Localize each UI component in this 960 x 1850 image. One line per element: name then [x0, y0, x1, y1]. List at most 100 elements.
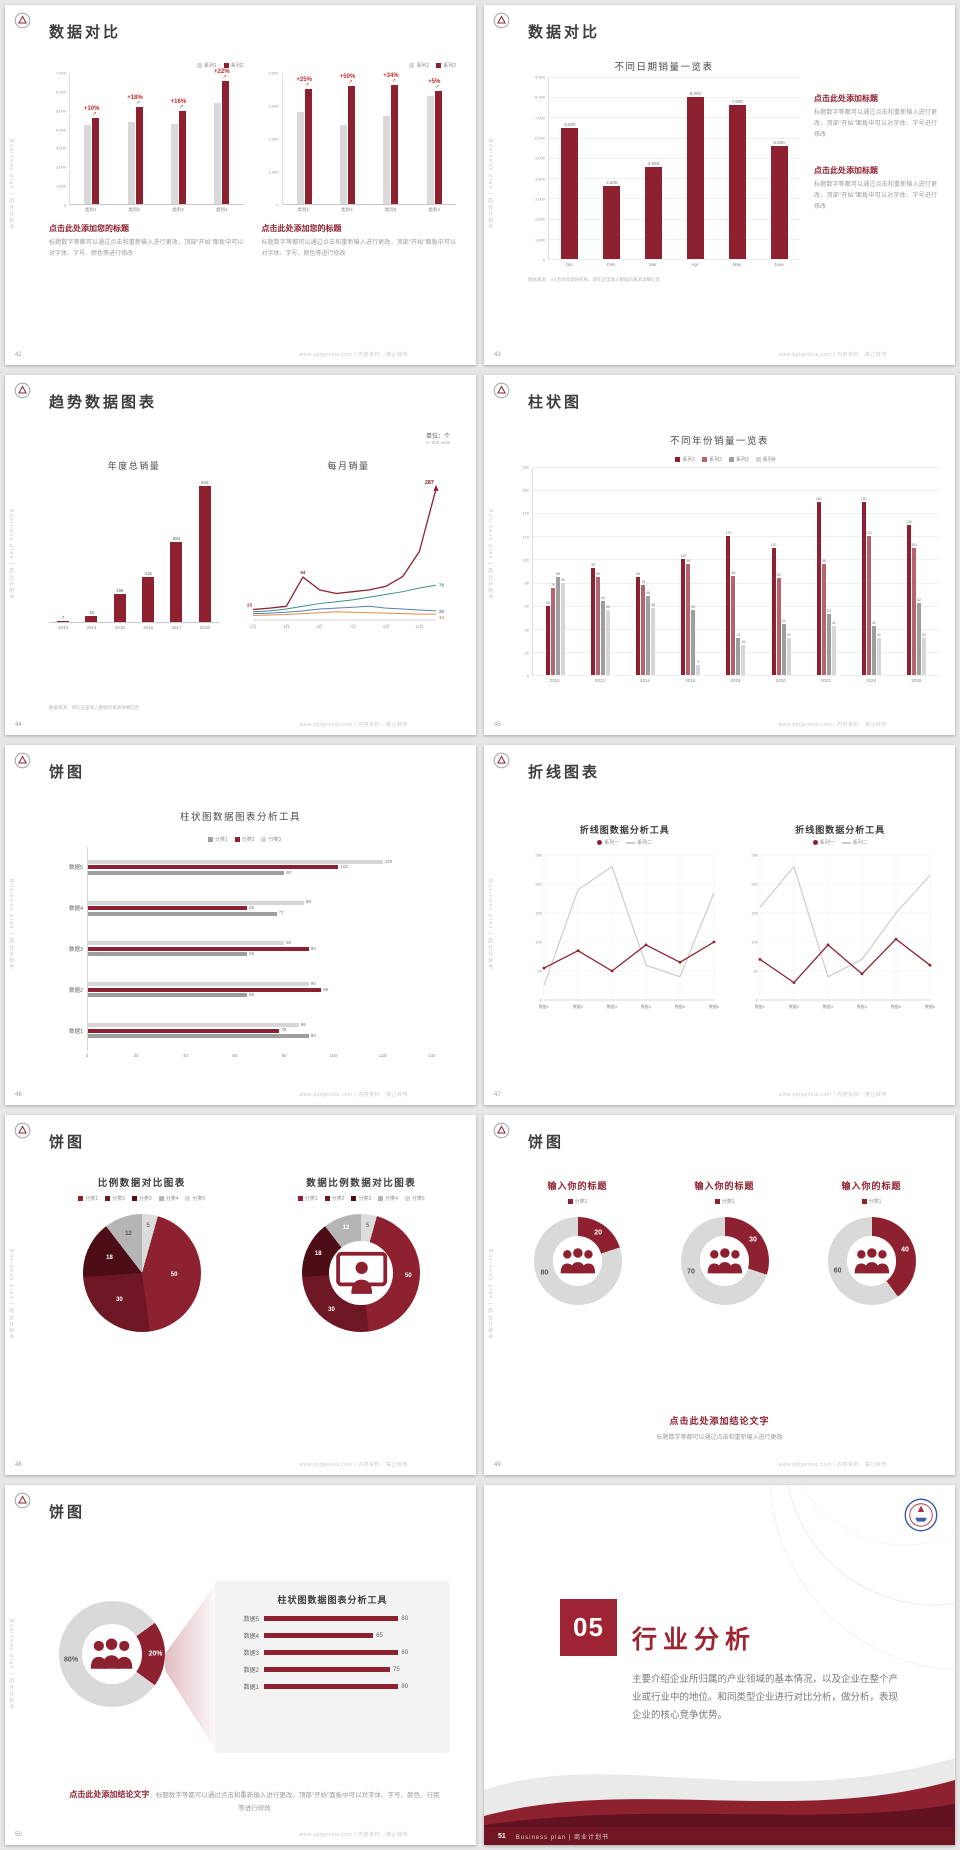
bar-value: 93: [591, 562, 596, 567]
bar: [87, 987, 322, 992]
bar-value: 110: [911, 542, 917, 547]
y-tick-label: 1,000: [268, 169, 279, 175]
footer-site-text: www.pptgensia.com | 内容资料 · 禁止转传: [299, 722, 408, 728]
data-source-note: 数据来源：请在这里填入数据的来源详细信息: [49, 705, 139, 710]
slide-title: 饼图: [49, 764, 86, 781]
grid-line: [533, 628, 939, 630]
block-body: 标题数字等都可以通过点击和重新输入进行更改，顶部“开始”面板中可以对字体、字号进…: [814, 110, 937, 139]
y-tick-label: 8,000: [534, 94, 545, 100]
point-label: 287: [425, 480, 434, 486]
slice-label: 40: [901, 1246, 909, 1254]
bar: [178, 110, 186, 204]
x-axis: 2013 2014 2015 2016 2017 2018: [49, 623, 219, 630]
legend-marker-icon: [297, 1196, 303, 1201]
y-tick-label: 1,000: [534, 237, 545, 243]
bar: 56: [691, 605, 696, 675]
panel-title: 柱状图数据图表分析工具: [277, 1595, 388, 1605]
slide-title: 趋势数据图表: [49, 394, 158, 411]
bar: [87, 906, 248, 911]
legend-marker-icon: [207, 837, 213, 842]
x-axis-label: 数据5: [675, 1003, 686, 1009]
slide-51[interactable]: 05 行业分析 主要介绍企业所归属的产业领域的基本情况，以及企业在整个产业或行业…: [484, 1485, 955, 1845]
grid-line: [533, 467, 939, 468]
bar-group: 100 96 56 9: [680, 467, 701, 675]
sidebar-vertical-label: Business plan | 商业计划书: [8, 879, 14, 971]
bar: 96: [686, 559, 691, 675]
y-tick-label: 100: [522, 557, 529, 563]
slide-47[interactable]: Business plan | 商业计划书 折线图表 折线图数据分析工具 系列一…: [484, 745, 955, 1105]
line-plot: 1月 3月 5月 7月 9月 11月 23 94 287 76 2013: [247, 480, 445, 629]
pie-wrap: 5 50 30 18 12: [265, 1214, 459, 1332]
legend-item: 分类3: [261, 836, 281, 843]
bar: 85: [596, 572, 601, 675]
y-axis: 4,000 3,000 2,000 1,000 0: [262, 71, 282, 208]
chart-title: 比例数据对比图表: [97, 1178, 186, 1189]
bar-group: 93 85 64 56: [591, 467, 611, 675]
slide-42[interactable]: Business plan | 商业计划书 数据对比 系列1 系列2 7,000 6,…: [5, 5, 476, 365]
bar-group: 150 96 53 42: [816, 467, 836, 675]
line-series: [252, 488, 437, 611]
legend-item: 系列二: [841, 839, 868, 846]
bar: 196: [113, 588, 126, 622]
legend-marker-icon: [234, 837, 240, 842]
slide-43[interactable]: Business plan | 商业计划书 数据对比 不同日期销量一览表 9,0…: [484, 5, 955, 365]
percent-annotation: +16%: [170, 98, 187, 105]
bar-stack: 88 65 77: [87, 900, 432, 916]
bar: 85: [556, 572, 561, 675]
triangle-logo-icon: [14, 382, 31, 399]
legend-marker-icon: [729, 457, 734, 462]
people-icon: [59, 1601, 165, 1707]
donut-hole: [552, 1236, 603, 1286]
bar-value: 65: [249, 904, 255, 910]
slide-44[interactable]: Business plan | 商业计划书 趋势数据图表 单位：个 in '00…: [5, 375, 476, 735]
bar-line: 65: [87, 952, 432, 957]
bar-track: 80: [264, 1650, 432, 1656]
bar-value: 56: [691, 605, 696, 610]
slide-49[interactable]: Business plan | 商业计划书 饼图 输入你的标题 分类1 20 80…: [484, 1115, 955, 1475]
legend-label: 系列一: [819, 840, 835, 846]
panel-bars: 数据5 80 数据4 65 数据3 80 数据2 75 数据1 80: [233, 1614, 432, 1692]
slide-logo-icon: [14, 1492, 31, 1509]
legend-item: 分类1: [714, 1198, 734, 1205]
slide-logo-icon: [493, 752, 510, 769]
legend-marker-icon: [78, 1196, 84, 1201]
bar-value: 88: [305, 899, 311, 905]
bar-value: 75: [393, 1666, 400, 1673]
x-axis-label: 2014: [86, 625, 97, 630]
bar-value: 90: [310, 945, 316, 951]
legend-item: 分类1: [78, 1195, 98, 1202]
legend-marker-icon: [196, 63, 202, 68]
legend-marker-icon: [378, 1196, 384, 1201]
block-body: 标题数字等都可以通过点击和重新输入进行更改，顶部“开始”面板中可以对字体、字号、…: [261, 240, 457, 258]
bar-group: 45: [85, 478, 98, 622]
slice-label: 18: [314, 1250, 322, 1257]
x-axis-label: 数据2: [573, 1003, 584, 1009]
triangle-logo-icon: [14, 12, 31, 29]
bar-value: 32: [786, 633, 791, 638]
bar: [348, 86, 356, 204]
slice-label: 5: [146, 1223, 150, 1230]
bar-value: 78: [641, 579, 646, 584]
legend-item: 系列4: [755, 456, 776, 463]
bar-value: 65: [376, 1632, 383, 1639]
line-chart: 系列一 系列二 250 200 150 100 50 0 数据1 数据2 数据3 数据4 数据5 数据6: [528, 838, 722, 1010]
x-labels: 类别1 类别2 类别3 类别4: [69, 205, 244, 213]
block-headline: 点击此处添加标题: [814, 166, 878, 176]
bar-value: 60: [546, 600, 550, 605]
people-icon: [707, 1248, 742, 1274]
y-tick-label: 5,000: [534, 155, 545, 161]
bar-value: 5,600: [773, 139, 785, 145]
panel-bar-row: 数据5 80: [233, 1614, 432, 1624]
slide-45[interactable]: Business plan | 商业计划书 柱状图 不同年份销量一览表 系列1 系…: [484, 375, 955, 735]
x-tick-label: 120: [378, 1053, 387, 1058]
y-tick-label: 80: [524, 580, 529, 586]
slide-50[interactable]: Business plan | 商业计划书 饼图 20% 80% 柱状图数据图表分…: [5, 1485, 476, 1845]
x-axis-label: 5月: [316, 624, 322, 629]
block-headline: 点击此处添加您的标题: [49, 224, 129, 233]
slide-46[interactable]: Business plan | 商业计划书 饼图 柱状图数据图表分析工具 分类1…: [5, 745, 476, 1105]
slide-48[interactable]: Business plan | 商业计划书 饼图 比例数据对比图表 分类1 分类2…: [5, 1115, 476, 1475]
increase-arrow-icon: ↗: [435, 83, 440, 90]
triangle-logo-icon: [14, 752, 31, 769]
